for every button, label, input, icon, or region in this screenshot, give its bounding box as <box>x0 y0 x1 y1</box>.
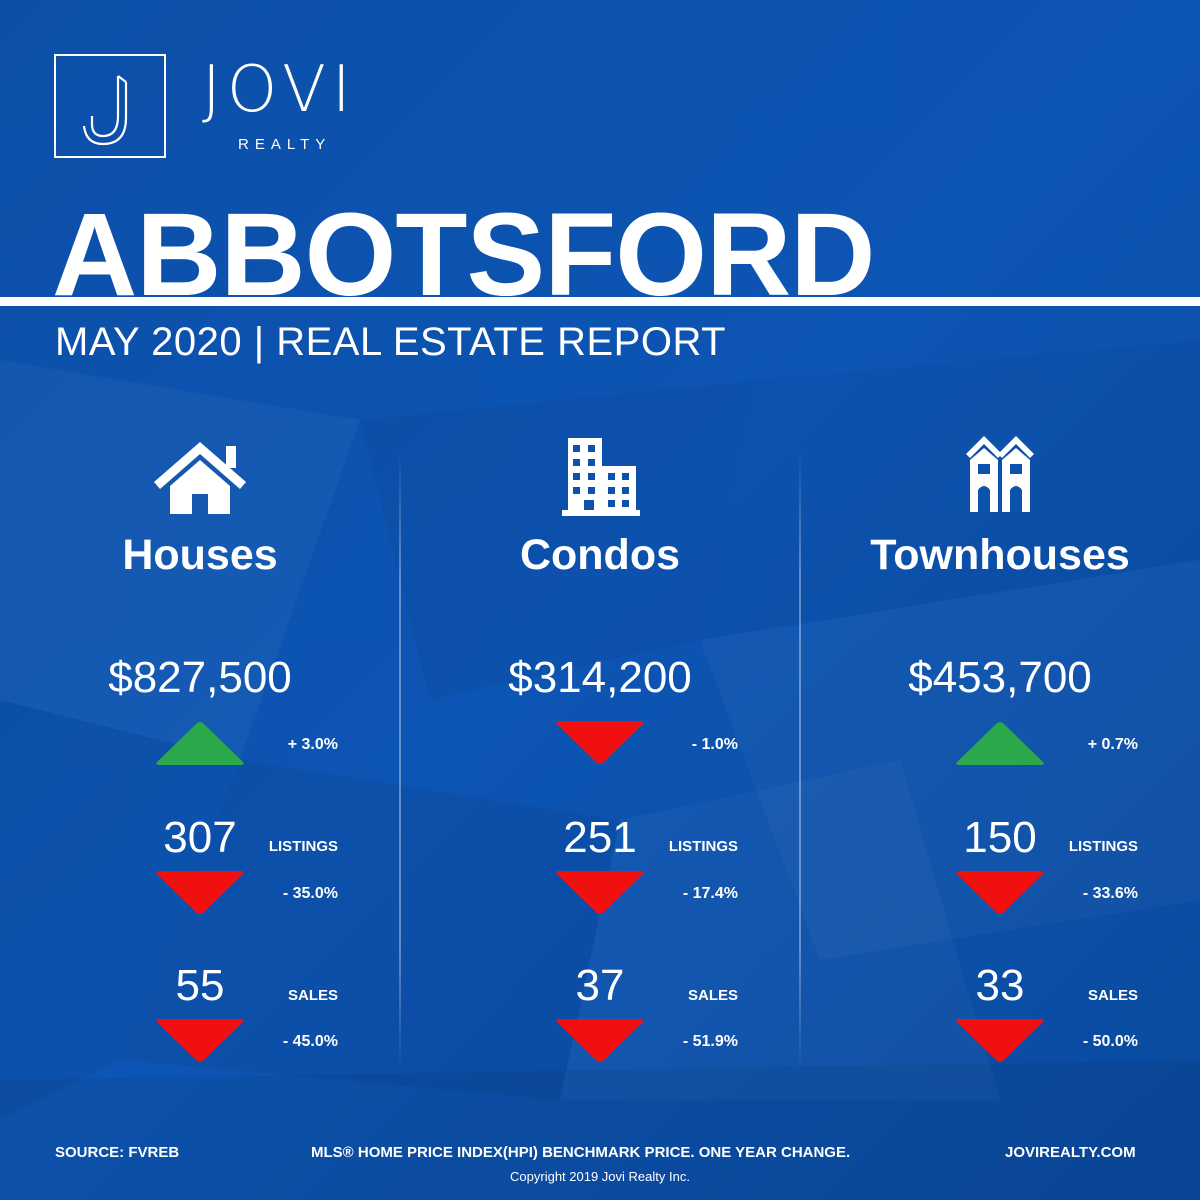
title-rule <box>0 297 1200 306</box>
sales-label: SALES <box>1087 987 1138 1004</box>
listings-count: 307 <box>163 813 237 862</box>
benchmark-price: $827,500 <box>108 653 292 702</box>
footer-note: MLS® HOME PRICE INDEX(HPI) BENCHMARK PRI… <box>311 1144 851 1161</box>
price-change: - 1.0% <box>691 736 738 753</box>
listings-label: LISTINGS <box>268 838 338 855</box>
listings-label: LISTINGS <box>668 838 738 855</box>
city-title: ABBOTSFORD <box>52 189 876 321</box>
sales-label: SALES <box>287 987 338 1004</box>
sales-count: 37 <box>575 961 625 1010</box>
up-arrow-icon <box>956 722 1044 765</box>
sales-label: SALES <box>687 987 738 1004</box>
copyright: Copyright 2019 Jovi Realty Inc. <box>510 1169 690 1184</box>
listings-change: - 33.6% <box>1082 885 1138 902</box>
column-townhouses <box>800 430 1200 1130</box>
down-arrow-icon <box>956 871 1044 914</box>
logo-j-icon <box>82 75 128 146</box>
logo-mark <box>54 54 166 158</box>
report-subtitle: MAY 2020 | REAL ESTATE REPORT <box>55 320 727 364</box>
column-houses <box>0 430 400 1130</box>
price-change: + 3.0% <box>287 736 338 753</box>
brand-subtitle: REALTY <box>238 136 332 153</box>
down-arrow-icon <box>156 1019 244 1062</box>
house-icon <box>154 442 246 514</box>
column-divider <box>799 452 801 1072</box>
column-title: Townhouses <box>870 531 1130 579</box>
listings-label: LISTINGS <box>1068 838 1138 855</box>
benchmark-price: $453,700 <box>908 653 1092 702</box>
down-arrow-icon <box>956 1019 1044 1062</box>
column-condos <box>400 430 800 1130</box>
condo-building-icon <box>562 438 640 516</box>
down-arrow-icon <box>156 871 244 914</box>
listings-change: - 35.0% <box>282 885 338 902</box>
down-arrow-icon <box>556 871 644 914</box>
sales-change: - 45.0% <box>282 1033 338 1050</box>
townhouse-icon <box>966 436 1034 512</box>
price-change: + 0.7% <box>1087 736 1138 753</box>
down-arrow-icon <box>556 1019 644 1062</box>
sales-count: 33 <box>975 961 1025 1010</box>
up-arrow-icon <box>156 722 244 765</box>
footer-source: SOURCE: FVREB <box>55 1144 180 1161</box>
benchmark-price: $314,200 <box>508 653 692 702</box>
sales-count: 55 <box>175 961 225 1010</box>
listings-count: 150 <box>963 813 1037 862</box>
listings-count: 251 <box>563 813 637 862</box>
listings-change: - 17.4% <box>682 885 738 902</box>
down-arrow-icon <box>556 721 644 764</box>
sales-change: - 50.0% <box>1082 1033 1138 1050</box>
column-title: Houses <box>122 531 278 579</box>
brand-name: JOVI <box>202 53 357 127</box>
footer-website[interactable]: JOVIREALTY.COM <box>1005 1144 1136 1161</box>
column-title: Condos <box>519 531 681 579</box>
sales-change: - 51.9% <box>682 1033 738 1050</box>
column-divider <box>399 452 401 1072</box>
